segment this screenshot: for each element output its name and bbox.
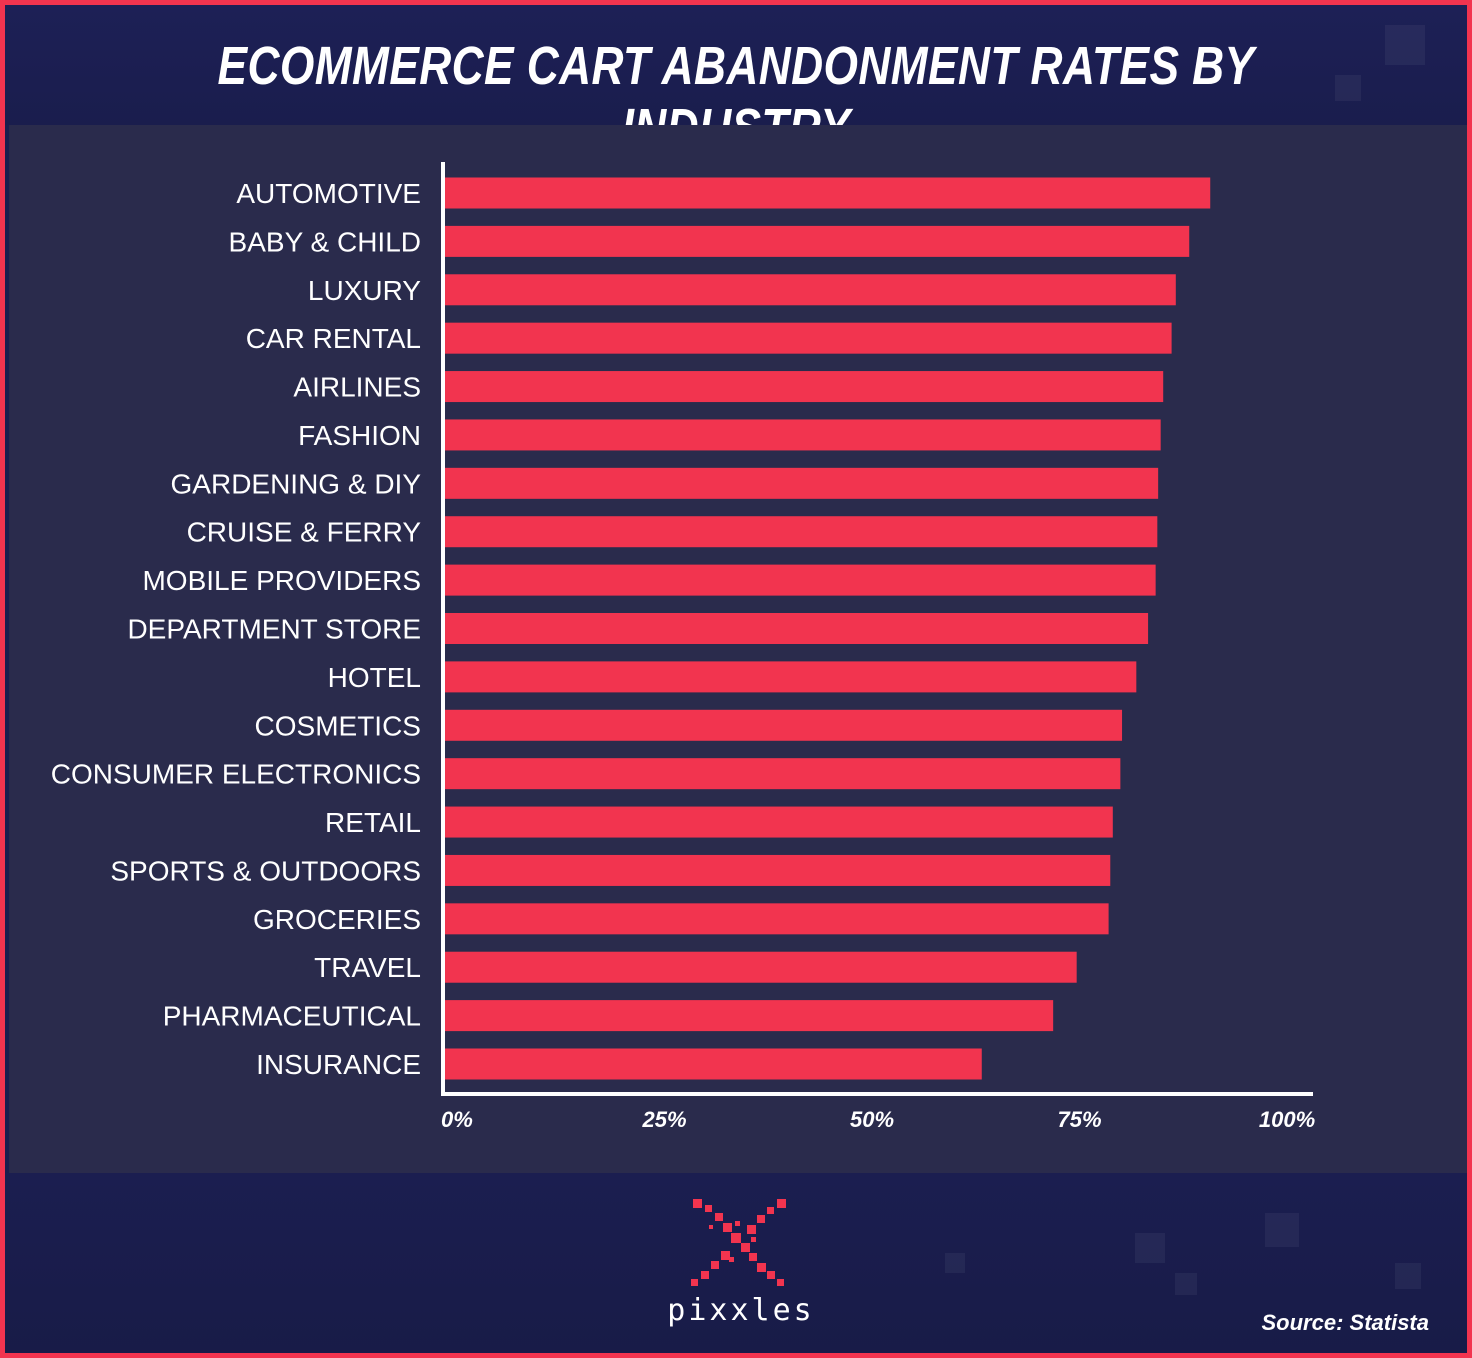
source-note: Source: Statista <box>1261 1310 1430 1335</box>
x-tick-label: 50% <box>850 1107 894 1132</box>
bar <box>445 854 1111 886</box>
x-tick-label: 75% <box>1057 1107 1101 1132</box>
x-tick-label: 100% <box>1259 1107 1315 1132</box>
bar <box>445 806 1113 838</box>
brand-name: pixxles <box>667 1293 815 1328</box>
category-label: MOBILE PROVIDERS <box>142 565 421 596</box>
bar <box>445 661 1137 693</box>
category-label: RETAIL <box>325 807 421 838</box>
bar <box>445 274 1176 306</box>
bar <box>445 1000 1054 1032</box>
category-label: FASHION <box>298 420 421 451</box>
category-label: HOTEL <box>328 662 421 693</box>
category-label: AIRLINES <box>293 372 421 403</box>
category-label: CONSUMER ELECTRONICS <box>51 759 421 790</box>
bar <box>445 419 1161 451</box>
category-label: INSURANCE <box>256 1049 421 1080</box>
category-label: AUTOMOTIVE <box>236 178 421 209</box>
bar <box>445 709 1123 741</box>
category-label: SPORTS & OUTDOORS <box>110 855 421 886</box>
bar <box>445 613 1149 644</box>
category-label: GARDENING & DIY <box>171 468 422 499</box>
category-label: CRUISE & FERRY <box>187 517 422 548</box>
category-label: COSMETICS <box>255 710 421 741</box>
category-label: CAR RENTAL <box>246 323 421 354</box>
bar <box>445 516 1158 548</box>
category-label: DEPARTMENT STORE <box>127 614 421 645</box>
bar-chart: AUTOMOTIVE BABY & CHILD LUXURY CAR RENTAL AI… <box>51 162 1315 1132</box>
bar <box>445 371 1164 403</box>
category-label: LUXURY <box>308 275 421 306</box>
bar <box>445 1048 982 1080</box>
bar <box>445 322 1172 354</box>
pixel-x-logo-icon <box>691 1199 786 1286</box>
footer <box>5 1173 1467 1353</box>
bar <box>445 564 1156 596</box>
bar <box>445 225 1190 257</box>
bar <box>445 951 1077 983</box>
category-label: TRAVEL <box>314 952 421 983</box>
bar <box>445 903 1109 935</box>
category-label: GROCERIES <box>253 904 421 935</box>
category-label: PHARMACEUTICAL <box>163 1001 421 1032</box>
bar <box>445 758 1121 790</box>
x-tick-label: 25% <box>641 1107 686 1132</box>
category-label: BABY & CHILD <box>229 226 421 257</box>
bar <box>445 177 1211 209</box>
x-tick-label: 0% <box>441 1107 473 1132</box>
bar <box>445 467 1159 499</box>
